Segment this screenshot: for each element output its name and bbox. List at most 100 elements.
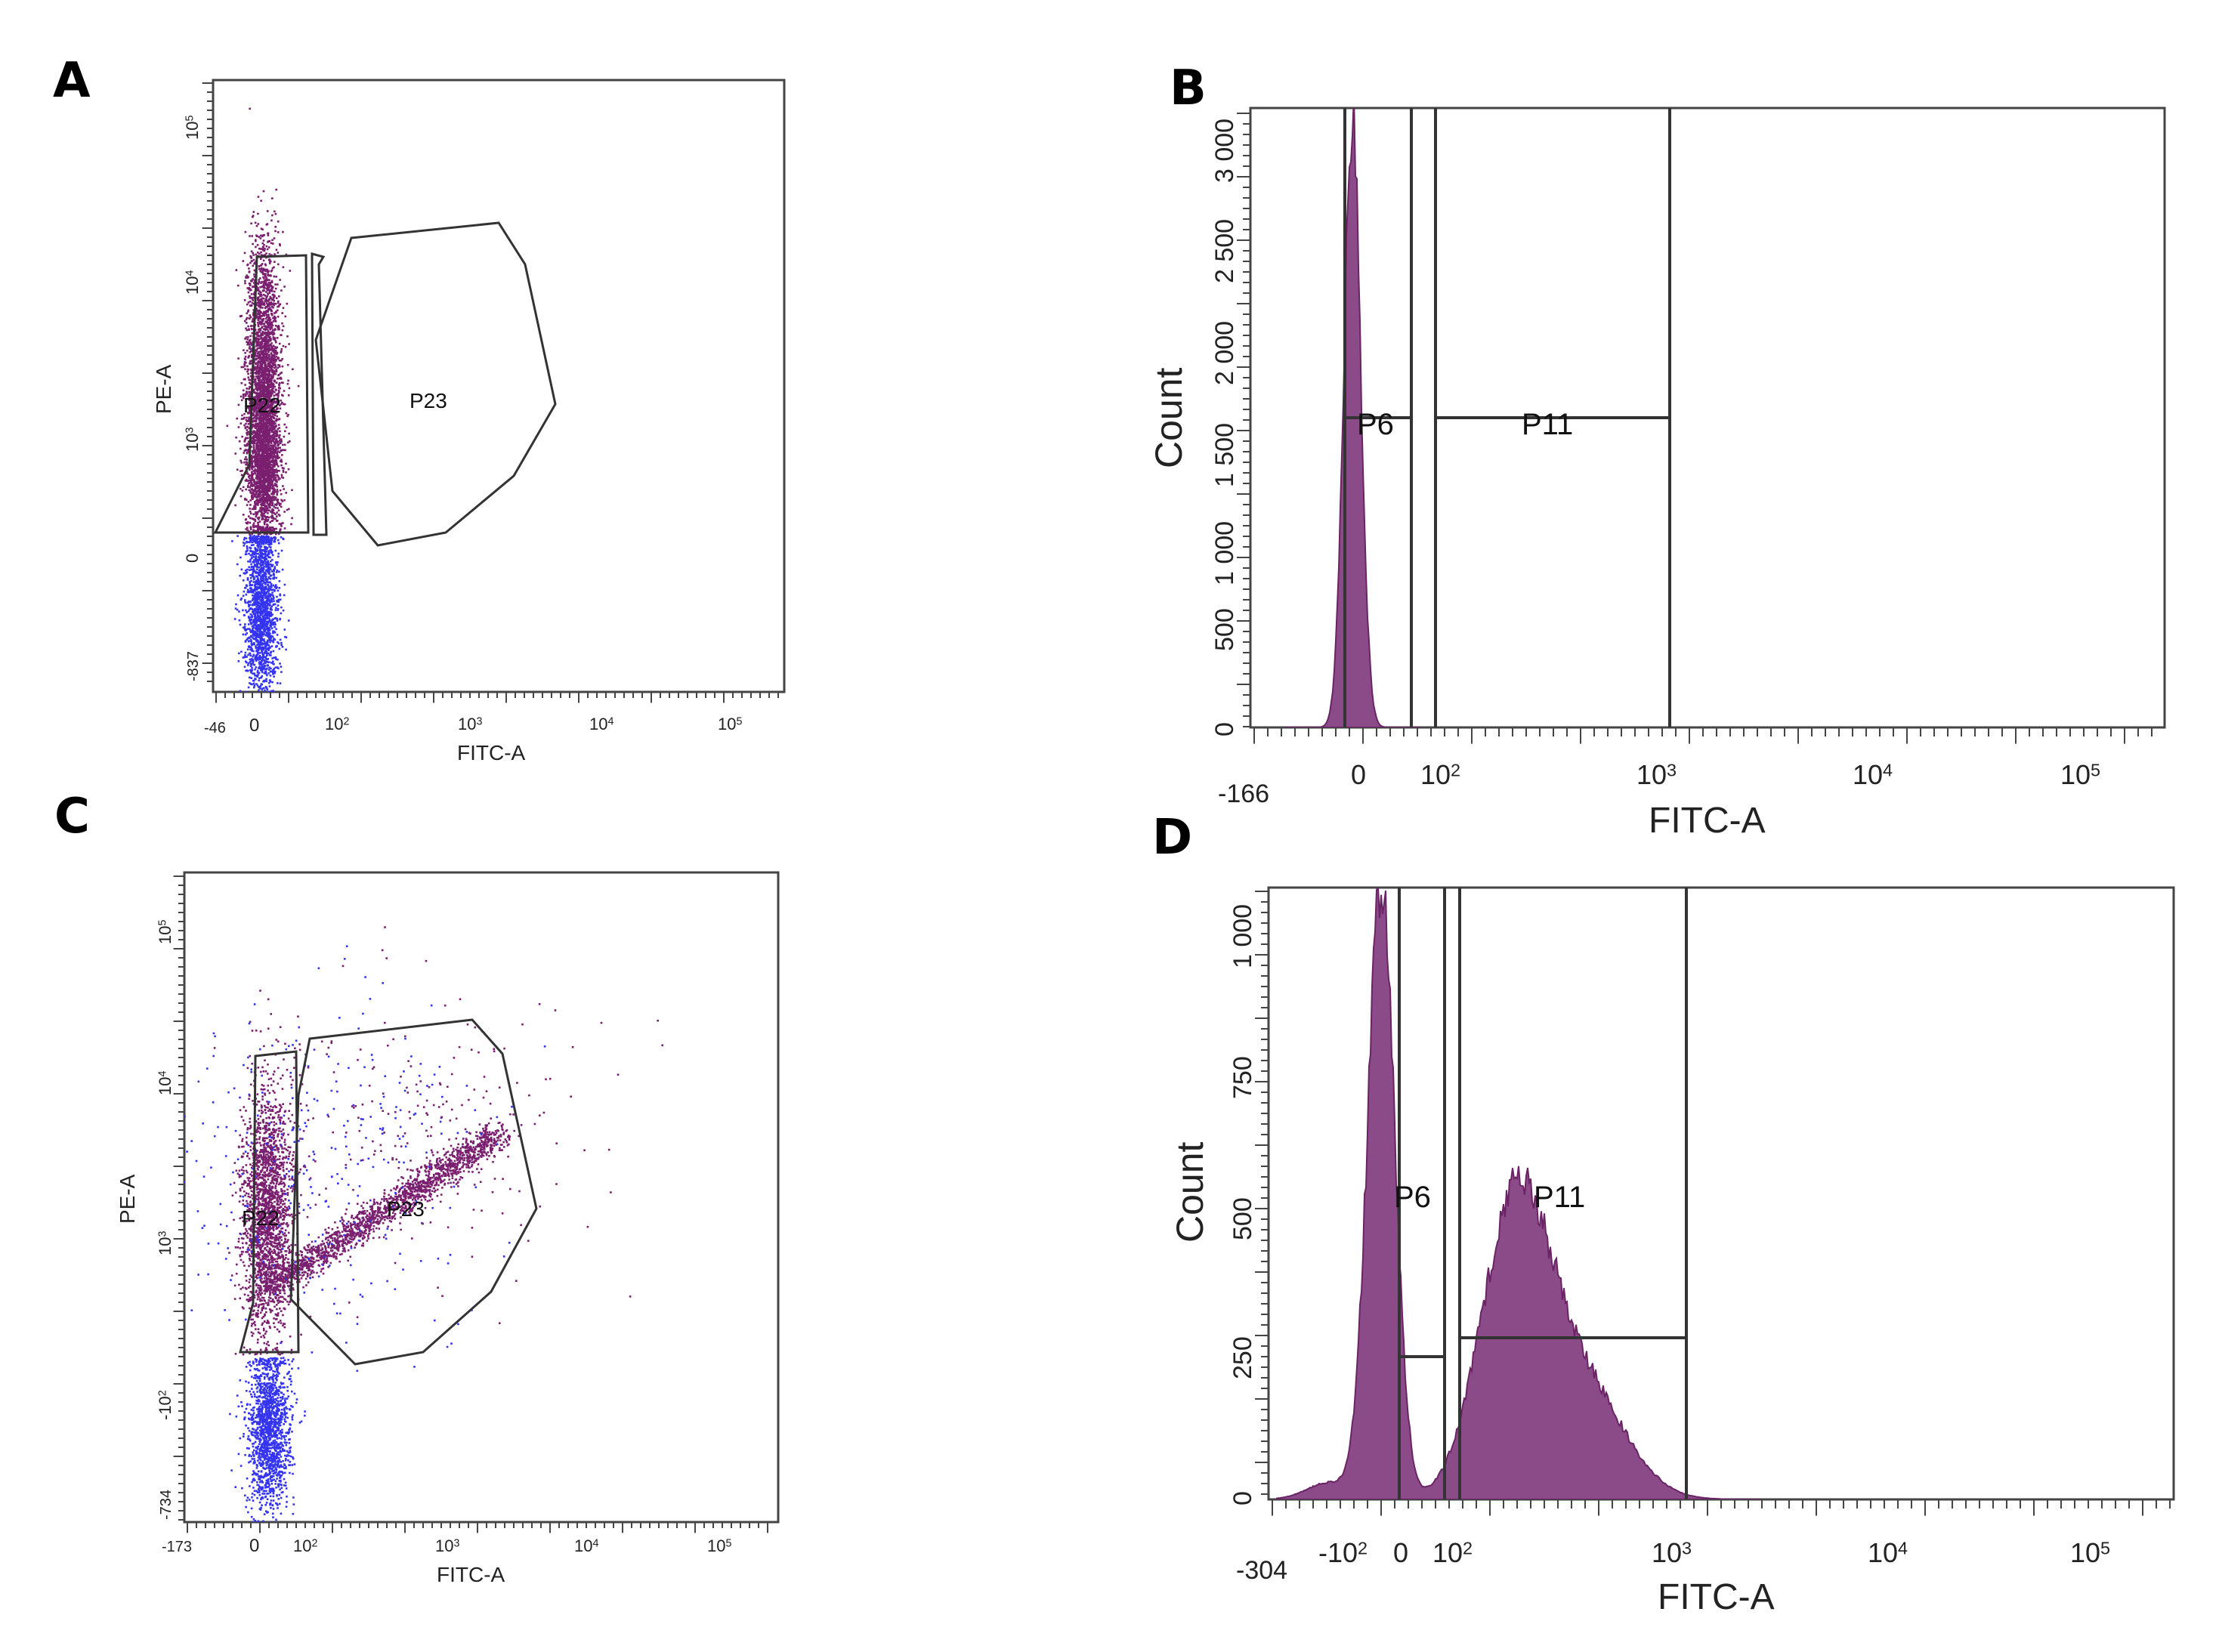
- scatter-dot: [260, 594, 262, 597]
- scatter-dot: [267, 591, 269, 593]
- scatter-dot: [266, 268, 268, 271]
- scatter-dot: [263, 312, 266, 315]
- scatter-dot: [256, 651, 259, 653]
- scatter-dot: [261, 446, 264, 449]
- scatter-dot: [257, 552, 260, 555]
- scatter-dot: [251, 473, 253, 475]
- scatter-dot: [263, 606, 265, 609]
- scatter-dot: [267, 489, 270, 492]
- scatter-dot: [243, 412, 246, 415]
- scatter-dot: [255, 341, 258, 344]
- scatter-dot: [280, 360, 283, 362]
- scatter-dot: [274, 465, 276, 468]
- scatter-dot: [271, 461, 274, 463]
- scatter-dot: [238, 652, 240, 655]
- scatter-dot: [264, 366, 267, 369]
- scatter-dot: [259, 685, 262, 687]
- scatter-dot: [264, 545, 267, 548]
- scatter-dot: [271, 466, 274, 469]
- scatter-dot: [267, 413, 269, 415]
- scatter-dot: [262, 653, 265, 656]
- scatter-dot: [271, 514, 274, 517]
- scatter-dot: [264, 492, 267, 495]
- scatter-dot: [259, 395, 261, 398]
- scatter-dot: [263, 328, 265, 330]
- scatter-dot: [279, 593, 281, 596]
- scatter-dot: [264, 363, 267, 366]
- scatter-dot: [272, 297, 275, 299]
- scatter-dot: [252, 611, 255, 614]
- scatter-dot: [237, 426, 240, 428]
- scatter-dot: [253, 596, 256, 599]
- scatter-dot: [282, 469, 285, 472]
- scatter-dot: [255, 640, 258, 643]
- scatter-dot: [255, 551, 257, 554]
- scatter-dot: [249, 378, 252, 381]
- scatter-dot: [266, 605, 268, 607]
- scatter-dot: [273, 493, 275, 495]
- scatter-dot: [258, 392, 261, 394]
- scatter-dot: [237, 403, 240, 406]
- scatter-dot: [258, 527, 260, 530]
- scatter-dot: [242, 366, 245, 369]
- scatter-dot: [244, 498, 246, 500]
- scatter-dot: [267, 519, 270, 521]
- scatter-dot: [264, 545, 266, 548]
- scatter-dot: [291, 517, 293, 520]
- scatter-dot: [240, 597, 243, 600]
- scatter-dot: [275, 447, 277, 450]
- scatter-dot: [274, 666, 277, 669]
- scatter-dot: [255, 422, 257, 425]
- scatter-dot: [263, 594, 266, 597]
- scatter-dot: [245, 518, 247, 520]
- scatter-dot: [259, 298, 262, 301]
- scatter-dot: [268, 568, 270, 570]
- scatter-dot: [271, 594, 274, 597]
- scatter-dot: [275, 358, 277, 361]
- scatter-dot: [252, 630, 255, 632]
- scatter-dot: [261, 635, 264, 637]
- scatter-dot: [252, 445, 255, 447]
- scatter-dot: [252, 242, 254, 245]
- scatter-dot: [254, 501, 256, 503]
- scatter-dot: [262, 393, 265, 395]
- scatter-dot: [255, 339, 258, 342]
- scatter-dot: [274, 346, 277, 348]
- scatter-dot: [248, 416, 250, 418]
- scatter-dot: [267, 577, 270, 579]
- scatter-dot: [281, 646, 284, 648]
- scatter-dot: [275, 276, 277, 278]
- scatter-dot: [240, 381, 243, 384]
- scatter-dot: [246, 419, 249, 422]
- scatter-dot: [274, 503, 277, 506]
- scatter-dot: [249, 295, 251, 298]
- scatter-dot: [279, 662, 281, 665]
- scatter-dot: [248, 489, 251, 492]
- panel-label-a: A: [53, 53, 91, 109]
- scatter-dot: [266, 608, 268, 610]
- scatter-dot: [267, 709, 270, 711]
- scatter-dot: [261, 331, 264, 333]
- scatter-dot: [261, 480, 263, 483]
- scatter-dot: [261, 389, 264, 392]
- scatter-dot: [260, 446, 262, 449]
- scatter-dot: [267, 368, 270, 370]
- plot-frame-a: [212, 79, 786, 693]
- scatter-dot: [280, 536, 283, 539]
- scatter-dot: [265, 458, 268, 461]
- scatter-dot: [261, 442, 264, 444]
- scatter-dot: [273, 463, 276, 466]
- scatter-dot: [261, 502, 264, 505]
- scatter-dot: [258, 313, 261, 316]
- scatter-dot: [265, 455, 267, 459]
- scatter-dot: [258, 486, 261, 488]
- scatter-dot: [280, 459, 283, 461]
- scatter-dot: [270, 352, 273, 354]
- scatter-dot: [260, 631, 263, 633]
- scatter-dot: [263, 418, 266, 421]
- scatter-dot: [274, 471, 276, 474]
- scatter-dot: [256, 377, 259, 380]
- scatter-dot: [270, 533, 272, 535]
- scatter-dot: [252, 524, 255, 527]
- scatter-dot: [261, 494, 263, 496]
